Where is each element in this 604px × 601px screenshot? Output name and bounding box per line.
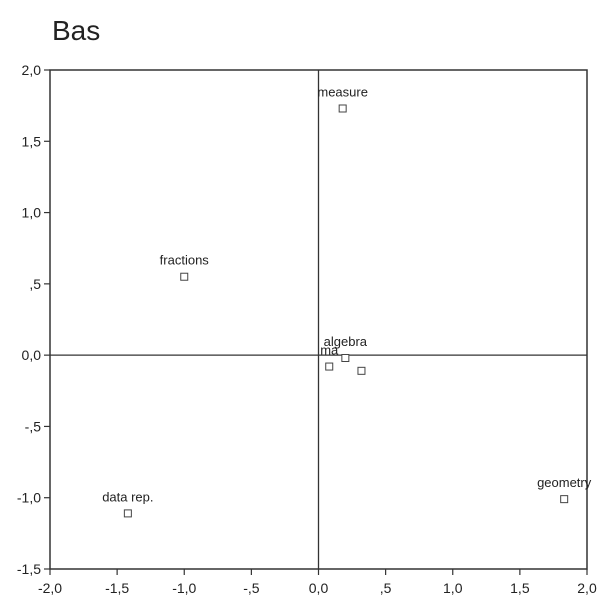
y-tick-label: 1,0: [22, 205, 42, 221]
chart-title: Bas: [52, 15, 100, 46]
point-label: ma: [320, 343, 339, 358]
x-tick-label: 1,0: [443, 580, 463, 596]
y-tick-label: -,5: [25, 418, 42, 434]
data-point: [325, 362, 334, 371]
x-tick-label: 2,0: [577, 580, 597, 596]
data-point: [180, 272, 189, 281]
data-point: [123, 509, 132, 518]
data-point: [560, 495, 569, 504]
point-label: algebra: [324, 334, 368, 349]
point-label: fractions: [160, 253, 210, 268]
x-tick-label: -2,0: [38, 580, 62, 596]
x-tick-label: 1,5: [510, 580, 530, 596]
x-tick-label: 0,0: [309, 580, 329, 596]
data-point: [357, 366, 366, 375]
x-tick-label: -1,0: [172, 580, 196, 596]
x-tick-label: -,5: [243, 580, 260, 596]
point-label: geometry: [537, 475, 592, 490]
point-label: data rep.: [102, 489, 153, 504]
y-tick-label: ,5: [29, 276, 41, 292]
point-label: measure: [317, 84, 368, 99]
data-point: [341, 353, 350, 362]
y-tick-label: 2,0: [22, 62, 42, 78]
x-tick-label: ,5: [380, 580, 392, 596]
y-tick-label: -1,5: [17, 561, 41, 577]
x-tick-label: -1,5: [105, 580, 129, 596]
y-tick-label: -1,0: [17, 490, 41, 506]
data-point: [338, 104, 347, 113]
y-tick-label: 1,5: [22, 133, 42, 149]
y-tick-label: 0,0: [22, 347, 42, 363]
